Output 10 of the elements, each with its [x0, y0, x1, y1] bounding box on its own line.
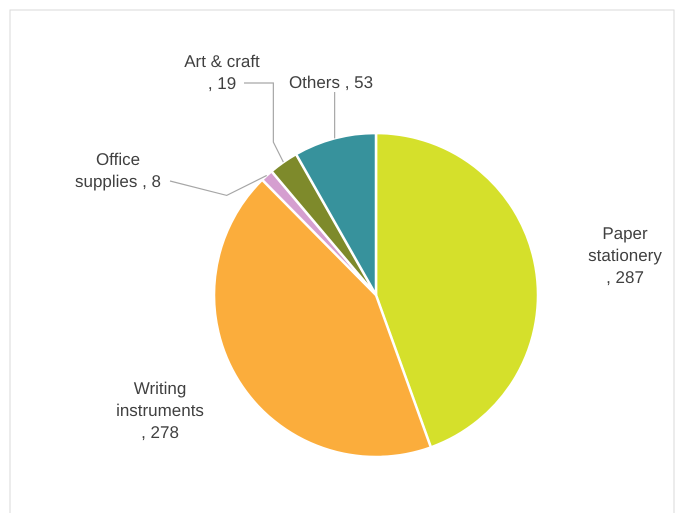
data-label: , 278	[141, 423, 179, 442]
data-label: , 53	[344, 73, 374, 92]
data-label: , 19	[208, 74, 236, 93]
data-label: , 8	[142, 172, 162, 191]
slice-label: Writing instruments	[116, 379, 204, 420]
slice-label: Paper stationery	[588, 224, 662, 265]
slice-label: Art & craft	[184, 52, 260, 71]
slice-label: Others	[288, 73, 340, 92]
slice-label: Office supplies	[75, 150, 140, 191]
data-label: , 287	[606, 268, 644, 287]
